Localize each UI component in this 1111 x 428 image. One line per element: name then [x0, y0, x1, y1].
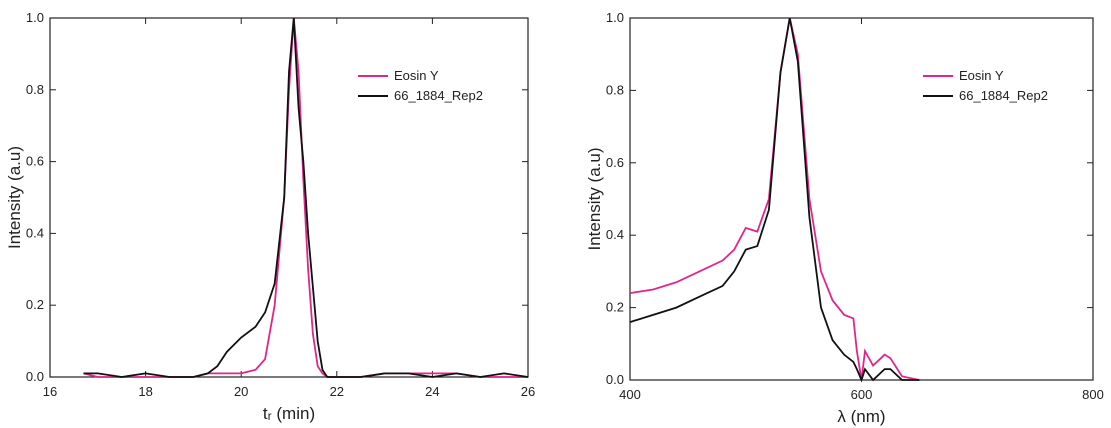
legend-label: Eosin Y	[394, 68, 439, 83]
legend-label: 66_1884_Rep2	[959, 88, 1048, 103]
x-tick-label: 24	[425, 384, 439, 399]
y-tick-label: 0.2	[606, 300, 624, 315]
x-tick-label: 22	[330, 384, 344, 399]
y-tick-label: 0.8	[26, 82, 44, 97]
series-line	[83, 17, 529, 378]
series-line	[629, 17, 920, 381]
x-tick-label: 800	[1082, 387, 1104, 402]
y-tick-label: 1.0	[606, 10, 624, 25]
plot-panel: 16 18 20 22 24 26 0.0 0.2 0.4 0.6 0.8 1.0 tᵣ (min) In…	[5, 10, 535, 423]
y-axis-title: Intensity (a.u)	[5, 146, 24, 249]
x-axis-title: λ (nm)	[837, 407, 885, 426]
x-tick-label: 18	[138, 384, 152, 399]
x-tick-label: 400	[619, 387, 641, 402]
y-tick-label: 0.4	[606, 227, 624, 242]
x-tick-label: 600	[851, 387, 873, 402]
plot-frame	[49, 17, 529, 378]
y-tick-label: 0.6	[26, 154, 44, 169]
y-tick-label: 0.2	[26, 297, 44, 312]
legend-label: 66_1884_Rep2	[394, 88, 483, 103]
y-tick-label: 0.8	[606, 82, 624, 97]
x-tick-label: 20	[234, 384, 248, 399]
x-axis-title: tᵣ (min)	[263, 404, 315, 423]
plot-frame	[629, 17, 1094, 381]
legend-label: Eosin Y	[959, 68, 1004, 83]
y-axis-title: Intensity (a.u)	[585, 148, 604, 251]
y-tick-label: 0.6	[606, 155, 624, 170]
x-tick-label: 16	[43, 384, 57, 399]
y-tick-label: 0.4	[26, 225, 44, 240]
y-tick-label: 1.0	[26, 10, 44, 25]
y-tick-label: 0.0	[606, 372, 624, 387]
x-tick-label: 26	[521, 384, 535, 399]
plot-panel: 400 600 800 0.0 0.2 0.4 0.6 0.8 1.0 λ (nm) Intensi…	[585, 10, 1104, 426]
series-line	[629, 17, 920, 383]
y-tick-label: 0.0	[26, 369, 44, 384]
